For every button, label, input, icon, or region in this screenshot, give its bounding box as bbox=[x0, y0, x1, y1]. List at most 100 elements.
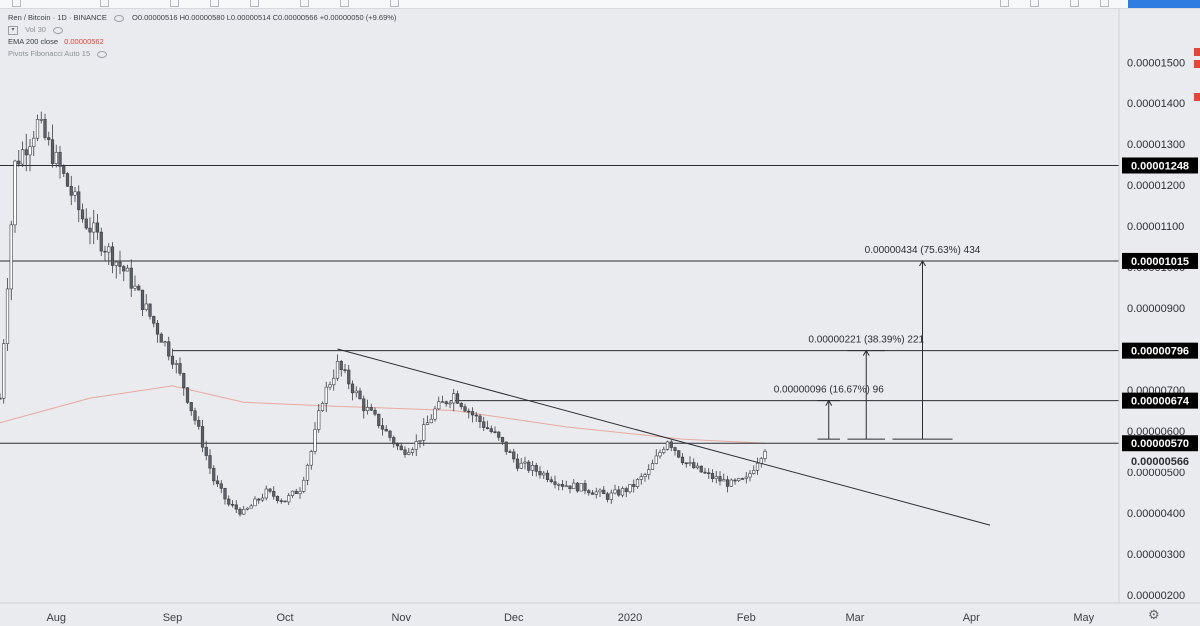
candle-body bbox=[339, 361, 343, 370]
candle-body bbox=[294, 490, 298, 494]
interval[interactable]: 1D bbox=[57, 13, 67, 22]
toolbar-button[interactable] bbox=[1030, 0, 1039, 7]
candle-body bbox=[193, 410, 197, 421]
candle-body bbox=[384, 428, 388, 432]
candle-body bbox=[684, 462, 688, 465]
alert-marker[interactable] bbox=[1194, 93, 1200, 101]
toolbar-button[interactable] bbox=[170, 0, 179, 7]
horizontal-lines-layer bbox=[0, 164, 1119, 444]
time-tick-label: Oct bbox=[276, 612, 293, 624]
candle-body bbox=[347, 369, 351, 385]
toolbar-button[interactable] bbox=[210, 0, 219, 7]
gear-icon[interactable]: ⚙ bbox=[1148, 607, 1160, 622]
collapse-icon[interactable]: ▾ bbox=[8, 25, 18, 35]
candle-body bbox=[639, 476, 643, 480]
eye-icon[interactable] bbox=[53, 26, 64, 34]
candle-body bbox=[245, 507, 250, 510]
candle-body bbox=[729, 479, 733, 487]
candle-body bbox=[185, 387, 190, 403]
candle-body bbox=[737, 478, 741, 481]
candle-body bbox=[474, 414, 478, 417]
candle-body bbox=[620, 488, 625, 496]
candle-body bbox=[219, 483, 223, 489]
candle-body bbox=[212, 467, 216, 482]
alert-marker[interactable] bbox=[1194, 60, 1200, 68]
toolbar-button[interactable] bbox=[100, 0, 109, 7]
candle-body bbox=[275, 496, 280, 501]
measure-label: 0.00000434 (75.63%) 434 bbox=[865, 245, 981, 256]
candle-body bbox=[200, 426, 205, 448]
eye-icon[interactable] bbox=[113, 14, 124, 22]
candle-body bbox=[62, 166, 66, 174]
candle-body bbox=[0, 397, 2, 400]
toolbar-button[interactable] bbox=[12, 0, 21, 7]
candle-body bbox=[234, 504, 238, 510]
candle-body bbox=[414, 441, 418, 450]
current-price-text: 0.00000566 bbox=[1131, 456, 1189, 468]
candle-body bbox=[332, 377, 336, 386]
candle-body bbox=[170, 355, 175, 365]
candle-body bbox=[489, 428, 493, 432]
trendline[interactable] bbox=[337, 348, 991, 526]
candle-body bbox=[572, 482, 576, 490]
eye-icon[interactable] bbox=[97, 50, 108, 58]
toolbar-button[interactable] bbox=[1000, 0, 1009, 7]
toolbar-button[interactable] bbox=[1070, 0, 1079, 7]
candle-body bbox=[114, 261, 118, 266]
candle-body bbox=[433, 408, 437, 420]
candle-body bbox=[369, 407, 373, 411]
candle-body bbox=[283, 500, 287, 503]
candle-body bbox=[564, 485, 568, 488]
time-tick-label: Aug bbox=[46, 612, 66, 624]
price-tick-label: 0.00000200 bbox=[1127, 590, 1185, 602]
candle-body bbox=[504, 441, 508, 452]
candle-body bbox=[455, 393, 460, 404]
candle-body bbox=[605, 493, 610, 500]
candle-body bbox=[703, 471, 707, 474]
candle-body bbox=[178, 363, 182, 374]
candle-body bbox=[257, 498, 261, 501]
candle-body bbox=[429, 418, 433, 424]
candle-body bbox=[403, 449, 407, 455]
candle-body bbox=[478, 415, 482, 423]
candle-body bbox=[324, 386, 328, 404]
ema-row: EMA 200 close 0.00000562 bbox=[8, 36, 396, 48]
candle-body bbox=[362, 398, 366, 412]
toolbar-button[interactable] bbox=[1100, 0, 1109, 7]
candle-body bbox=[242, 508, 246, 515]
candle-body bbox=[47, 137, 51, 141]
candle-body bbox=[538, 471, 542, 476]
candle-body bbox=[624, 488, 628, 493]
candle-body bbox=[264, 488, 268, 499]
candle-body bbox=[650, 463, 655, 470]
candle-body bbox=[485, 427, 490, 429]
candle-body bbox=[313, 429, 317, 452]
candle-body bbox=[755, 462, 760, 471]
candle-body bbox=[9, 224, 13, 290]
candle-body bbox=[759, 458, 763, 464]
toolbar-button[interactable] bbox=[340, 0, 349, 7]
time-scale[interactable]: Aug Sep Oct Nov Dec 2020 Feb Mar Apr May bbox=[46, 612, 1094, 624]
candle-body bbox=[707, 472, 711, 475]
candle-body bbox=[358, 390, 362, 400]
toolbar-button[interactable] bbox=[250, 0, 259, 7]
candle-body bbox=[399, 445, 403, 451]
price-tick-label: 0.00001500 bbox=[1127, 57, 1185, 69]
toolbar-button[interactable] bbox=[300, 0, 309, 7]
measure-arrow-head bbox=[919, 259, 926, 267]
candle-body bbox=[669, 441, 673, 448]
candle-body bbox=[17, 160, 21, 165]
candle-body bbox=[125, 267, 130, 272]
alert-marker[interactable] bbox=[1194, 48, 1200, 56]
candle-body bbox=[73, 191, 77, 196]
candle-body bbox=[418, 439, 422, 442]
candle-body bbox=[598, 489, 602, 493]
symbol-title[interactable]: Ren / Bitcoin bbox=[8, 13, 51, 22]
candle-body bbox=[590, 492, 595, 495]
candle-body bbox=[58, 152, 62, 167]
candle-body bbox=[467, 410, 471, 413]
publish-button[interactable] bbox=[1128, 0, 1200, 8]
candle-body bbox=[635, 479, 640, 487]
toolbar-button[interactable] bbox=[390, 0, 399, 7]
